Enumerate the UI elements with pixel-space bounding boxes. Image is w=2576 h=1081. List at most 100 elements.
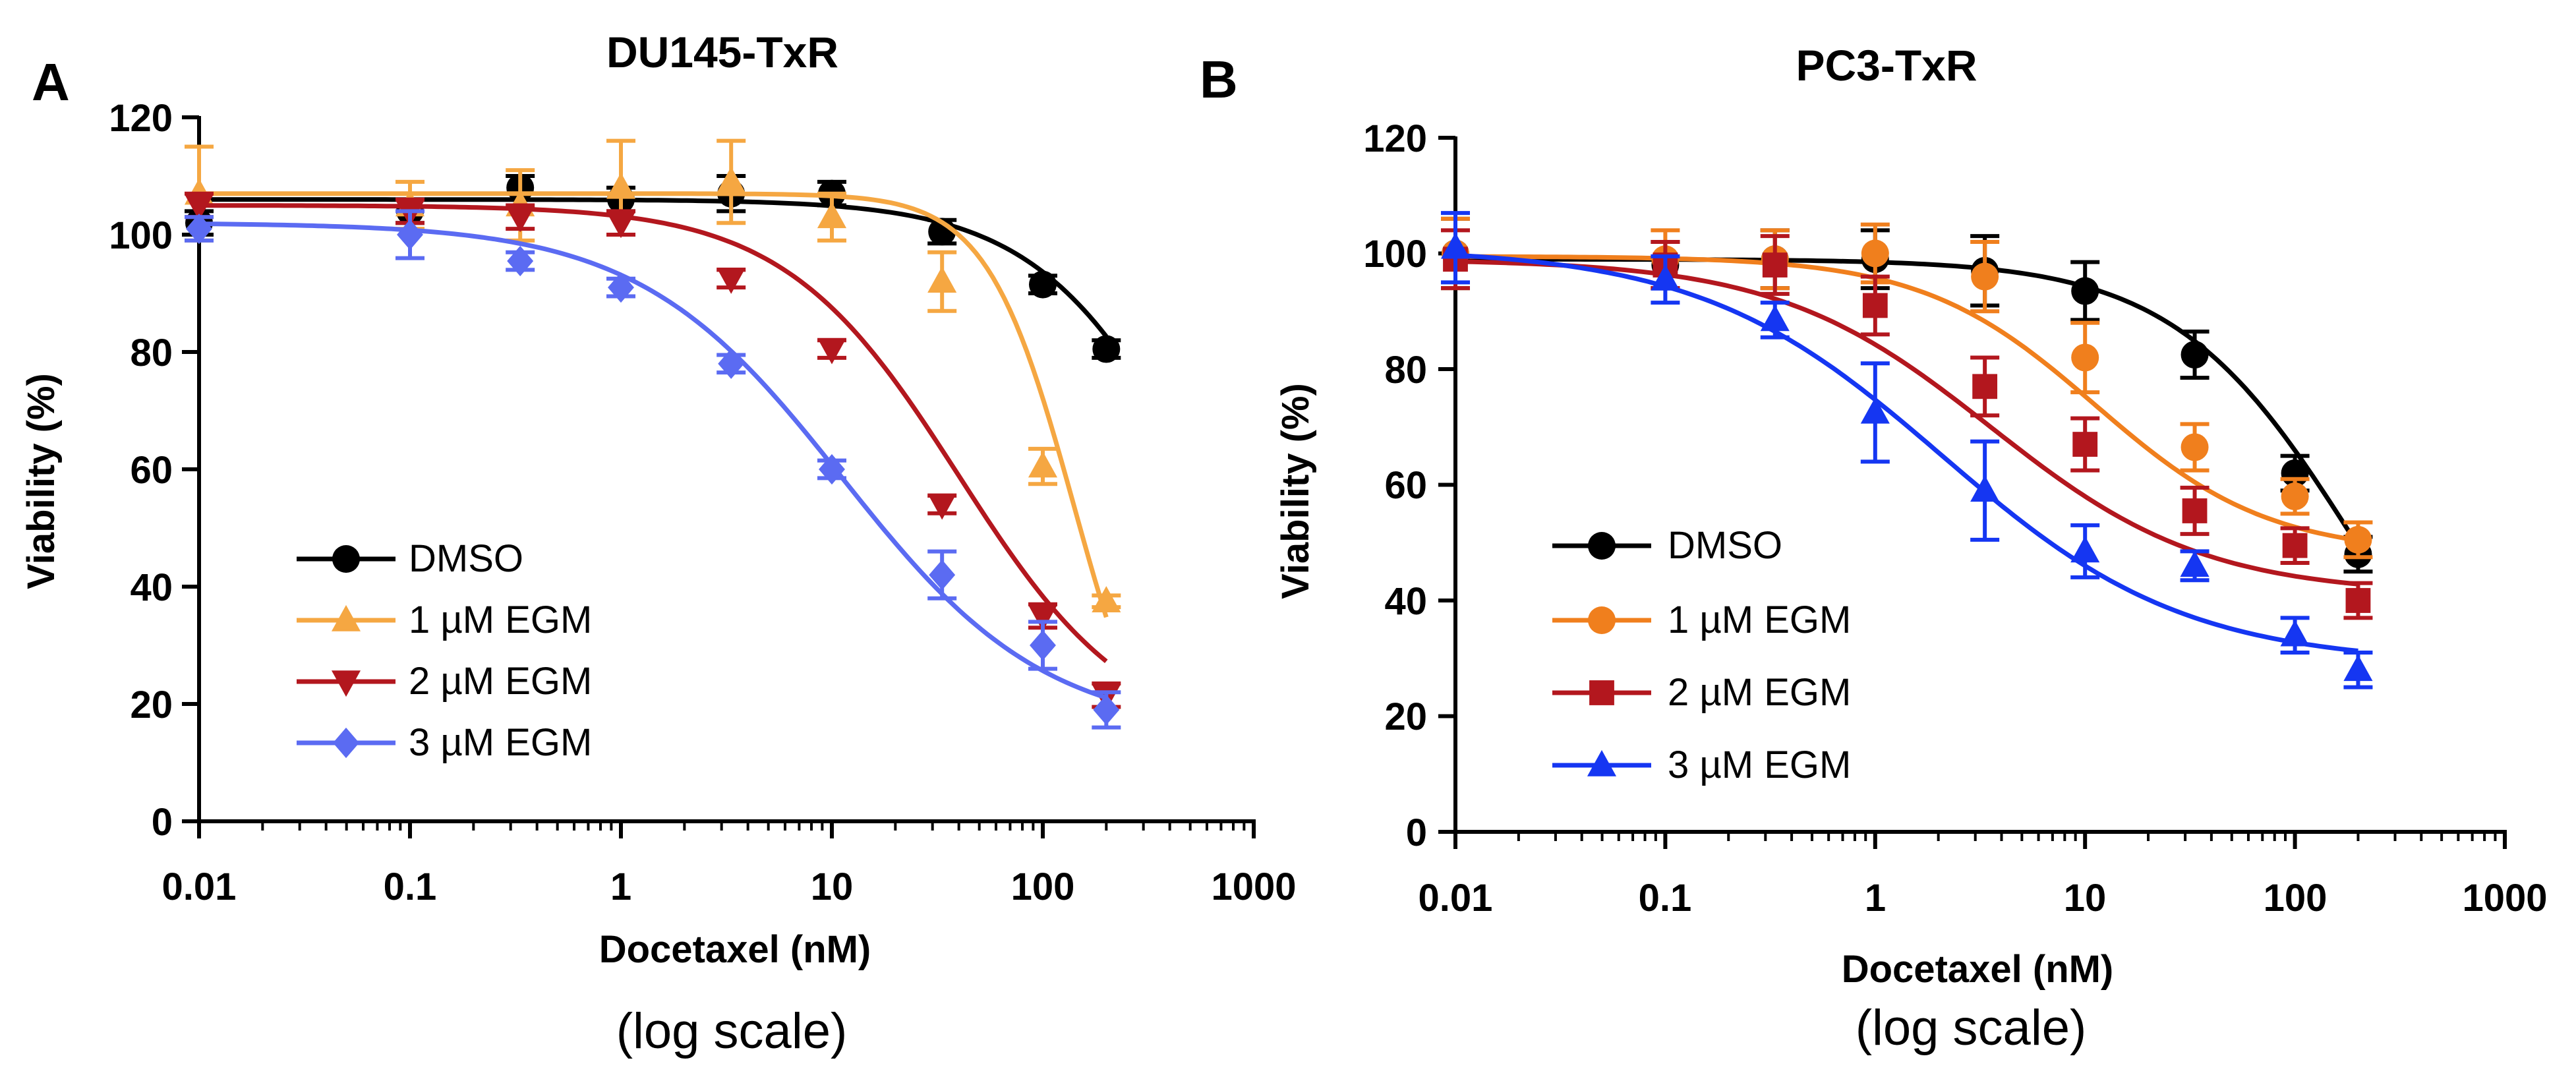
legend: DMSO 1 µM EGM 2 µM EGM 3 µM EGM bbox=[409, 537, 592, 764]
data-point bbox=[2281, 482, 2309, 511]
data-point bbox=[397, 219, 423, 250]
legend-marker bbox=[1588, 606, 1616, 634]
y-tick-label: 40 bbox=[1384, 580, 1427, 623]
data-point bbox=[1971, 262, 1999, 291]
y-tick-label: 0 bbox=[1406, 811, 1427, 854]
log-scale-note: (log scale) bbox=[1856, 1000, 2087, 1056]
data-point bbox=[606, 212, 636, 239]
data-point bbox=[2282, 533, 2308, 558]
panel-letter: B bbox=[1200, 50, 1238, 109]
chart-panel-b: B PC3-TxR 0 20 40 60 80 100 120 0.01 0.1… bbox=[1200, 41, 2548, 1056]
x-axis-label: Docetaxel (nM) bbox=[1842, 948, 2114, 991]
legend-label: 1 µM EGM bbox=[1668, 599, 1851, 641]
data-point bbox=[1440, 232, 1471, 259]
data-point bbox=[1030, 629, 1056, 661]
data-point bbox=[717, 166, 746, 193]
legend-marker bbox=[331, 670, 361, 697]
chart-title: PC3-TxR bbox=[1796, 41, 1977, 90]
fit-curve bbox=[199, 197, 1109, 338]
x-tick-label: 10 bbox=[811, 865, 854, 908]
data-point bbox=[2345, 588, 2371, 613]
data-point bbox=[1760, 305, 1790, 332]
legend-marker bbox=[333, 727, 359, 759]
data-point bbox=[186, 214, 212, 245]
data-point bbox=[1028, 604, 1058, 631]
y-tick-label: 80 bbox=[1384, 349, 1427, 392]
data-point bbox=[817, 202, 847, 229]
series bbox=[185, 173, 1121, 363]
series bbox=[1441, 216, 2373, 574]
data-point bbox=[717, 267, 746, 294]
data-point bbox=[608, 272, 634, 303]
legend-label: 1 µM EGM bbox=[409, 599, 592, 641]
panel-letter: A bbox=[32, 53, 70, 111]
x-axis-label: Docetaxel (nM) bbox=[599, 928, 871, 971]
x-tick-label: 0.1 bbox=[1639, 877, 1692, 920]
series bbox=[185, 209, 1121, 730]
legend-marker bbox=[1588, 532, 1616, 560]
x-tick-label: 10 bbox=[2064, 877, 2107, 920]
data-point bbox=[2070, 536, 2100, 563]
fit-curve bbox=[1455, 256, 2360, 548]
data-point bbox=[1862, 293, 1888, 318]
data-point bbox=[927, 266, 957, 293]
y-tick-label: 20 bbox=[130, 684, 173, 726]
y-tick-label: 120 bbox=[109, 97, 173, 140]
x-tick-label: 100 bbox=[1011, 865, 1075, 908]
series bbox=[184, 191, 1121, 711]
y-tick-label: 20 bbox=[1384, 695, 1427, 738]
fit-curve bbox=[1455, 252, 2358, 653]
data-point bbox=[2071, 343, 2099, 372]
x-tick-label: 100 bbox=[2264, 877, 2327, 920]
data-point bbox=[1860, 397, 1890, 424]
data-point bbox=[929, 560, 956, 591]
data-point bbox=[507, 245, 534, 277]
x-tick-label: 1 bbox=[610, 865, 631, 908]
data-point bbox=[2344, 525, 2372, 554]
y-tick-label: 40 bbox=[130, 566, 173, 609]
legend: DMSO 1 µM EGM 2 µM EGM 3 µM EGM bbox=[1668, 524, 1851, 786]
data-point bbox=[2181, 341, 2209, 369]
y-tick-label: 100 bbox=[109, 214, 173, 257]
legend-label: 2 µM EGM bbox=[409, 660, 592, 703]
y-tick-label: 80 bbox=[130, 332, 173, 374]
log-scale-note: (log scale) bbox=[616, 1003, 848, 1059]
data-point bbox=[1028, 451, 1058, 478]
data-point bbox=[1093, 694, 1120, 725]
legend-marker bbox=[331, 604, 361, 631]
legend-label: DMSO bbox=[1668, 524, 1782, 567]
y-axis-label: Viability (%) bbox=[1274, 383, 1317, 599]
data-point bbox=[2280, 620, 2310, 647]
data-point bbox=[1762, 252, 1788, 278]
fit-curve bbox=[198, 221, 1107, 700]
data-point bbox=[1029, 270, 1057, 299]
fit-curve bbox=[199, 191, 1109, 618]
legend-marker bbox=[1587, 749, 1617, 776]
data-point bbox=[506, 206, 535, 233]
series bbox=[184, 138, 1121, 618]
data-point bbox=[2343, 655, 2373, 682]
legend-label: 3 µM EGM bbox=[409, 721, 592, 764]
data-point bbox=[1970, 475, 2000, 502]
data-point bbox=[1861, 239, 1889, 268]
data-point bbox=[718, 348, 745, 379]
x-tick-label: 1 bbox=[1865, 877, 1886, 920]
fit-curve bbox=[199, 203, 1108, 663]
data-point bbox=[1092, 335, 1121, 363]
fit-curve bbox=[1455, 259, 2358, 587]
y-tick-label: 100 bbox=[1363, 233, 1427, 276]
data-point bbox=[1651, 264, 1680, 291]
fit-curve bbox=[1455, 254, 2358, 543]
data-point bbox=[184, 194, 214, 221]
data-point bbox=[2071, 277, 2099, 305]
y-tick-label: 120 bbox=[1363, 117, 1427, 160]
y-tick-label: 60 bbox=[130, 449, 173, 492]
legend-label: 2 µM EGM bbox=[1668, 671, 1851, 714]
data-point bbox=[927, 493, 957, 520]
x-tick-label: 0.01 bbox=[162, 865, 237, 908]
y-tick-label: 0 bbox=[152, 801, 173, 844]
legend-marker bbox=[332, 545, 360, 573]
data-point bbox=[1092, 586, 1121, 613]
x-tick-label: 1000 bbox=[1211, 865, 1296, 908]
data-point bbox=[2181, 433, 2209, 461]
